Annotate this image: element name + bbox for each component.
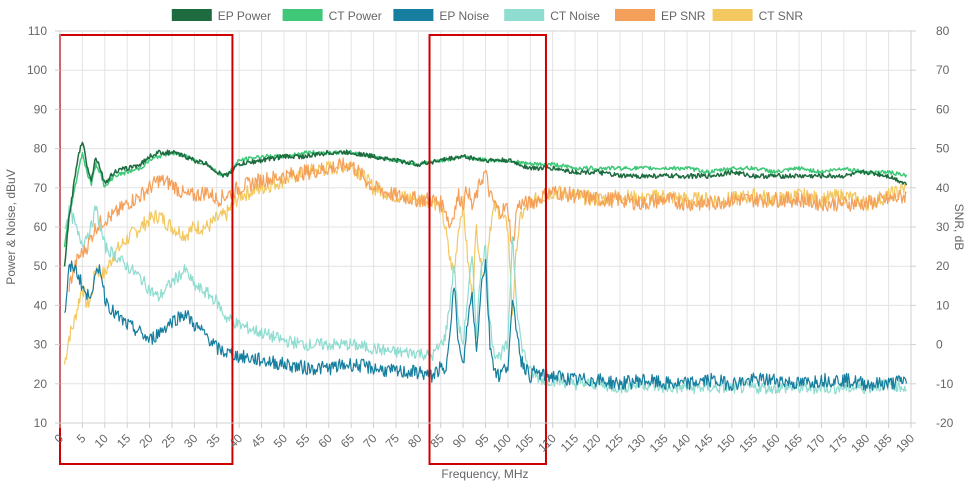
x-tick-label: 15	[114, 431, 134, 451]
x-tick-label: 145	[692, 431, 716, 455]
y-left-tick-label: 90	[34, 102, 48, 116]
x-tick-label: 140	[669, 431, 693, 455]
legend-swatch	[712, 9, 753, 21]
x-tick-label: 125	[602, 431, 626, 455]
y-left-tick-label: 70	[34, 181, 48, 195]
x-tick-label: 50	[271, 431, 291, 451]
y-left-tick-label: 80	[34, 142, 48, 156]
x-tick-label: 150	[714, 431, 738, 455]
highlight-box	[428, 34, 547, 465]
legend-swatch	[393, 9, 434, 21]
y-left-tick-label: 40	[34, 298, 48, 312]
y-right-tick-label: 50	[936, 142, 950, 156]
legend-item-ct-noise[interactable]: CT Noise	[504, 9, 600, 23]
x-tick-label: 90	[450, 431, 470, 451]
y-right-tick-label: 30	[936, 220, 950, 234]
x-tick-label: 45	[248, 431, 268, 451]
legend-label: CT SNR	[759, 9, 804, 23]
x-tick-label: 75	[383, 431, 403, 451]
x-tick-label: 155	[736, 431, 760, 455]
x-tick-label: 120	[580, 431, 604, 455]
x-tick-label: 105	[512, 431, 536, 455]
legend-item-ct-snr[interactable]: CT SNR	[712, 9, 804, 23]
y-left-tick-label: 100	[27, 63, 47, 77]
x-tick-label: 175	[826, 431, 850, 455]
x-tick-label: 55	[293, 431, 313, 451]
y-left-tick-label: 10	[34, 416, 48, 430]
series-line-ct-snr	[63, 158, 908, 365]
x-axis-title: Frequency, MHz	[441, 467, 528, 481]
highlight-regions	[59, 34, 547, 465]
series-line-ep-power	[63, 141, 908, 267]
y-left-tick-label: 30	[34, 338, 48, 352]
y-right-tick-label: 70	[936, 63, 950, 77]
y-axis-left-title: Power & Noise, dBuV	[4, 169, 18, 284]
legend-label: CT Power	[329, 9, 382, 23]
legend-item-ep-noise[interactable]: EP Noise	[393, 9, 490, 23]
y-right-tick-label: 20	[936, 259, 950, 273]
x-tick-label: 160	[759, 431, 783, 455]
x-tick-label: 170	[803, 431, 827, 455]
series-line-ct-noise	[64, 204, 907, 395]
y-left-tick-label: 110	[28, 24, 47, 38]
y-right-tick-label: 60	[936, 102, 950, 116]
series-line-ep-snr	[68, 157, 907, 292]
y-left-tick-label: 50	[34, 259, 48, 273]
legend-item-ct-power[interactable]: CT Power	[282, 9, 382, 23]
legend-item-ep-snr[interactable]: EP SNR	[615, 9, 706, 23]
x-tick-label: 25	[159, 431, 179, 451]
x-tick-label: 115	[558, 431, 582, 455]
x-tick-label: 190	[893, 431, 917, 455]
x-tick-label: 30	[181, 431, 201, 451]
legend-swatch	[615, 9, 655, 21]
legend-item-ep-power[interactable]: EP Power	[171, 9, 271, 23]
legend[interactable]: EP Power CT Power EP Noise CT Noise EP SNR CT…	[171, 9, 804, 23]
legend-label: EP Noise	[439, 9, 489, 23]
x-tick-label: 40	[226, 431, 246, 451]
x-tick-label: 20	[136, 431, 156, 451]
y-right-tick-label: 80	[936, 24, 950, 38]
x-tick-label: 185	[871, 431, 895, 455]
x-tick-label: 80	[405, 431, 425, 451]
y-right-tick-label: 40	[936, 181, 950, 195]
y-axis-right-title: SNR, dB	[952, 204, 966, 251]
x-tick-label: 10	[92, 431, 112, 451]
y-right-tick-label: 0	[936, 338, 943, 352]
legend-label: EP Power	[218, 9, 271, 23]
x-tick-label: 0	[51, 431, 66, 446]
x-tick-label: 95	[472, 431, 492, 451]
y-left-tick-label: 20	[34, 377, 48, 391]
legend-swatch	[282, 9, 323, 21]
y-right-tick-label: -10	[936, 377, 954, 391]
legend-label: EP SNR	[661, 9, 706, 23]
x-tick-label: 5	[74, 431, 89, 446]
legend-swatch	[504, 9, 545, 21]
x-tick-label: 165	[781, 431, 805, 455]
x-tick-label: 60	[316, 431, 336, 451]
series-lines	[63, 141, 908, 395]
x-tick-label: 70	[360, 431, 380, 451]
grid	[59, 30, 912, 424]
x-tick-label: 130	[624, 431, 648, 455]
plot-area-border	[59, 30, 912, 424]
y-right-tick-label: 10	[936, 298, 950, 312]
y-left-tick-label: 60	[34, 220, 48, 234]
legend-swatch	[171, 9, 212, 21]
x-tick-label: 135	[647, 431, 671, 455]
x-tick-label: 100	[490, 431, 514, 455]
x-tick-label: 180	[848, 431, 872, 455]
y-right-tick-label: -20	[936, 416, 954, 430]
series-line-ep-noise	[63, 258, 908, 392]
x-tick-label: 35	[204, 431, 224, 451]
x-tick-label: 65	[338, 431, 358, 451]
x-tick-label: 110	[535, 431, 559, 455]
legend-label: CT Noise	[550, 9, 600, 23]
